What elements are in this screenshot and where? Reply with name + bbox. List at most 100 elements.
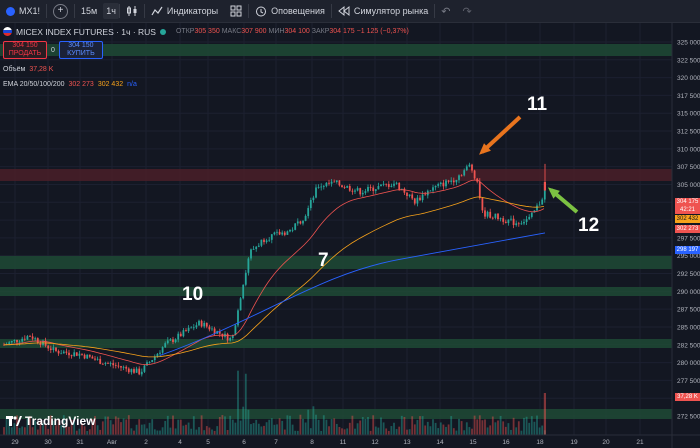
candle-body bbox=[65, 351, 68, 353]
chart-type-button[interactable] bbox=[120, 0, 144, 22]
ema-value-1: 302 273 bbox=[68, 81, 94, 88]
undo-button[interactable]: ↶ bbox=[435, 0, 456, 22]
candle-body bbox=[322, 186, 325, 187]
ema-tag-blue: 298 197 bbox=[675, 246, 700, 254]
volume-bar bbox=[159, 430, 161, 435]
candle-body bbox=[450, 180, 453, 182]
volume-bar bbox=[421, 416, 424, 435]
candle-body bbox=[229, 337, 232, 341]
candle-body bbox=[255, 246, 258, 249]
volume-bar bbox=[476, 419, 479, 435]
volume-bar bbox=[133, 430, 135, 435]
candle-body bbox=[463, 170, 466, 176]
divider bbox=[46, 4, 48, 18]
candle-body bbox=[411, 194, 414, 199]
candle-body bbox=[330, 181, 333, 184]
candle-body bbox=[356, 188, 359, 191]
candle-body bbox=[504, 221, 507, 224]
candle-body bbox=[348, 186, 351, 191]
volume-bar bbox=[55, 425, 57, 435]
chart-legend: MICEX INDEX FUTURES · 1ч · RUS ОТКР305 3… bbox=[3, 25, 409, 91]
volume-bar bbox=[169, 427, 172, 435]
candle-body bbox=[302, 220, 304, 224]
indicators-button[interactable]: Индикаторы bbox=[145, 0, 224, 22]
candle-body bbox=[333, 181, 336, 183]
candle-body bbox=[75, 352, 78, 356]
replay-button[interactable]: Симулятор рынка bbox=[332, 0, 434, 22]
redo-button[interactable]: ↷ bbox=[456, 0, 477, 22]
price-tick-label: 282 500 bbox=[677, 342, 700, 349]
interval-15m-button[interactable]: 15м bbox=[75, 0, 103, 22]
candle-body bbox=[341, 185, 343, 188]
candle-body bbox=[335, 180, 338, 182]
candle-body bbox=[455, 179, 458, 183]
interval-1h-button[interactable]: 1ч bbox=[103, 3, 119, 19]
last-price-tag: 304 175 42:21 bbox=[675, 198, 700, 214]
volume-bar bbox=[99, 429, 102, 435]
price-tick-label: 320 000 bbox=[677, 75, 700, 82]
volume-bar bbox=[377, 427, 380, 435]
time-tick-label: Авг bbox=[107, 439, 118, 446]
candle-body bbox=[120, 366, 122, 368]
volume-bar bbox=[86, 430, 89, 435]
alarm-clock-icon bbox=[256, 6, 267, 17]
candle-body bbox=[114, 365, 117, 366]
candle-body bbox=[515, 223, 518, 226]
volume-bar bbox=[502, 421, 505, 435]
candle-body bbox=[31, 336, 34, 339]
volume-bar bbox=[361, 417, 364, 435]
ema-legend-row: EMA 20/50/100/200 302 273 302 432 n/a bbox=[3, 78, 409, 91]
candle-body bbox=[135, 368, 138, 373]
add-icon: + bbox=[53, 3, 69, 19]
volume-bar bbox=[36, 429, 39, 435]
volume-bar bbox=[317, 419, 320, 435]
price-tick-label: 305 000 bbox=[677, 182, 700, 189]
divider bbox=[330, 4, 332, 18]
candle-body bbox=[541, 199, 544, 205]
candle-body bbox=[104, 363, 107, 364]
time-tick-label: 30 bbox=[44, 439, 52, 446]
compare-button[interactable]: + bbox=[47, 0, 74, 22]
low-value: 304 100 bbox=[284, 28, 310, 35]
volume-bar bbox=[31, 427, 34, 435]
candle-body bbox=[47, 345, 50, 349]
ohlc-values: ОТКР305 350 МАКС307 900 МИН304 100 ЗАКР3… bbox=[176, 28, 409, 35]
volume-bar bbox=[497, 420, 499, 435]
volume-bar bbox=[499, 415, 502, 435]
buy-button[interactable]: 304 150 КУПИТЬ bbox=[58, 41, 103, 59]
sell-button[interactable]: 304 150 ПРОДАТЬ bbox=[3, 41, 47, 59]
volume-bar bbox=[60, 425, 63, 435]
volume-bar bbox=[341, 428, 343, 435]
candle-body bbox=[439, 182, 442, 185]
annotation-label-11: 11 bbox=[527, 94, 548, 115]
price-tick-label: 322 500 bbox=[677, 57, 700, 64]
volume-bar bbox=[283, 429, 286, 435]
volume-bar bbox=[107, 416, 109, 435]
candle-body bbox=[164, 343, 167, 348]
volume-bar bbox=[166, 415, 169, 435]
candle-body bbox=[55, 347, 57, 351]
volume-bar bbox=[47, 428, 50, 435]
candle-body bbox=[491, 217, 494, 219]
change-value: −1 125 (−0,37%) bbox=[356, 28, 409, 35]
candle-body bbox=[484, 210, 486, 217]
volume-bar bbox=[81, 423, 83, 435]
symbol-search[interactable]: MX1! bbox=[0, 0, 46, 22]
volume-bar bbox=[138, 419, 141, 435]
candle-body bbox=[283, 232, 286, 235]
candle-body bbox=[278, 231, 281, 235]
time-tick-label: 15 bbox=[469, 439, 477, 446]
volume-bar bbox=[78, 428, 81, 435]
volume-bars bbox=[3, 370, 546, 435]
templates-button[interactable] bbox=[224, 0, 248, 22]
volume-bar bbox=[296, 430, 299, 435]
candle-body bbox=[543, 190, 546, 200]
alerts-button[interactable]: Оповещения bbox=[249, 0, 331, 22]
volume-bar bbox=[525, 416, 528, 435]
volume-bar bbox=[140, 424, 143, 435]
price-zone bbox=[0, 44, 672, 56]
annotation-label-7: 7 bbox=[318, 250, 329, 271]
volume-bar bbox=[75, 430, 78, 435]
volume-bar bbox=[252, 423, 255, 435]
